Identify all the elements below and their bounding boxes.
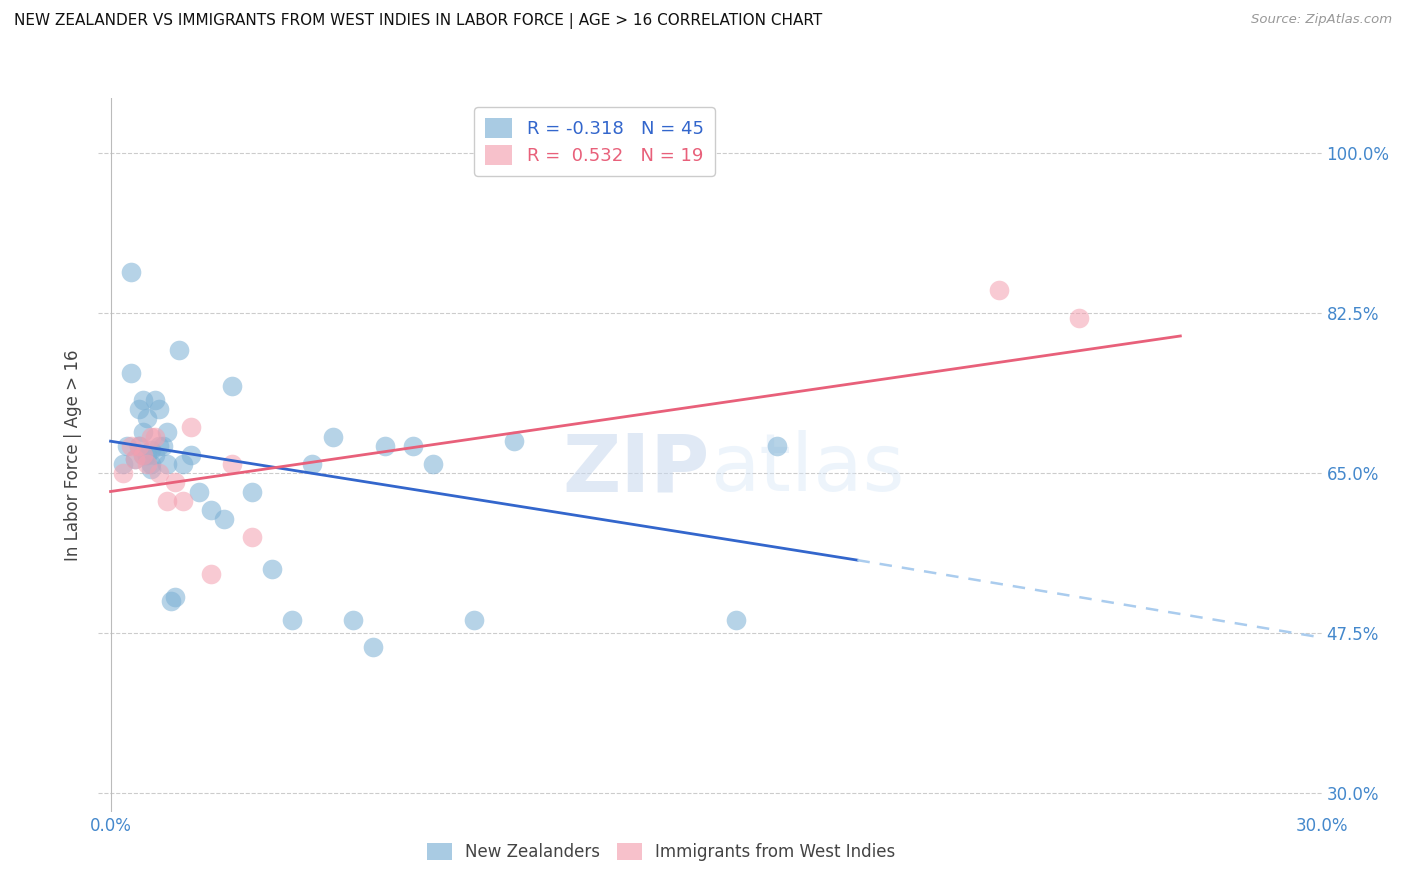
Text: NEW ZEALANDER VS IMMIGRANTS FROM WEST INDIES IN LABOR FORCE | AGE > 16 CORRELATI: NEW ZEALANDER VS IMMIGRANTS FROM WEST IN… [14,13,823,29]
Point [361,640,384,654]
Point [148,402,170,417]
Point [124,452,146,467]
Point [124,452,146,467]
Point [765,439,787,453]
Point [120,265,142,279]
Point [156,457,179,471]
Legend: New Zealanders, Immigrants from West Indies: New Zealanders, Immigrants from West Ind… [420,836,903,868]
Point [1069,310,1091,325]
Point [172,493,194,508]
Point [156,493,179,508]
Text: atlas: atlas [710,430,904,508]
Point [221,457,243,471]
Point [148,467,170,481]
Point [132,448,155,462]
Point [139,461,162,475]
Text: ZIP: ZIP [562,430,710,508]
Point [200,503,222,517]
Point [128,439,150,453]
Point [135,448,157,462]
Point [128,439,150,453]
Point [165,590,187,604]
Point [120,439,142,453]
Point [143,448,166,462]
Point [135,411,157,425]
Point [180,420,202,434]
Point [132,425,155,439]
Point [301,457,323,471]
Y-axis label: In Labor Force | Age > 16: In Labor Force | Age > 16 [65,349,83,561]
Point [115,439,138,453]
Point [143,392,166,407]
Point [111,467,134,481]
Point [156,425,179,439]
Point [139,443,162,458]
Point [132,448,155,462]
Point [160,594,183,608]
Point [200,566,222,581]
Point [240,484,263,499]
Point [188,484,211,499]
Point [172,457,194,471]
Point [180,448,202,462]
Point [402,439,425,453]
Point [221,379,243,393]
Point [139,457,162,471]
Point [111,457,134,471]
Point [128,402,150,417]
Point [322,429,344,443]
Point [240,530,263,544]
Point [281,613,304,627]
Point [503,434,526,449]
Point [725,613,748,627]
Point [260,562,283,576]
Point [167,343,190,357]
Point [422,457,444,471]
Point [132,392,155,407]
Point [987,283,1010,297]
Point [120,366,142,380]
Point [342,613,364,627]
Point [212,512,235,526]
Point [143,429,166,443]
Point [463,613,485,627]
Point [165,475,187,490]
Point [152,439,174,453]
Point [139,429,162,443]
Point [148,439,170,453]
Point [135,457,157,471]
Point [374,439,396,453]
Text: Source: ZipAtlas.com: Source: ZipAtlas.com [1251,13,1392,27]
